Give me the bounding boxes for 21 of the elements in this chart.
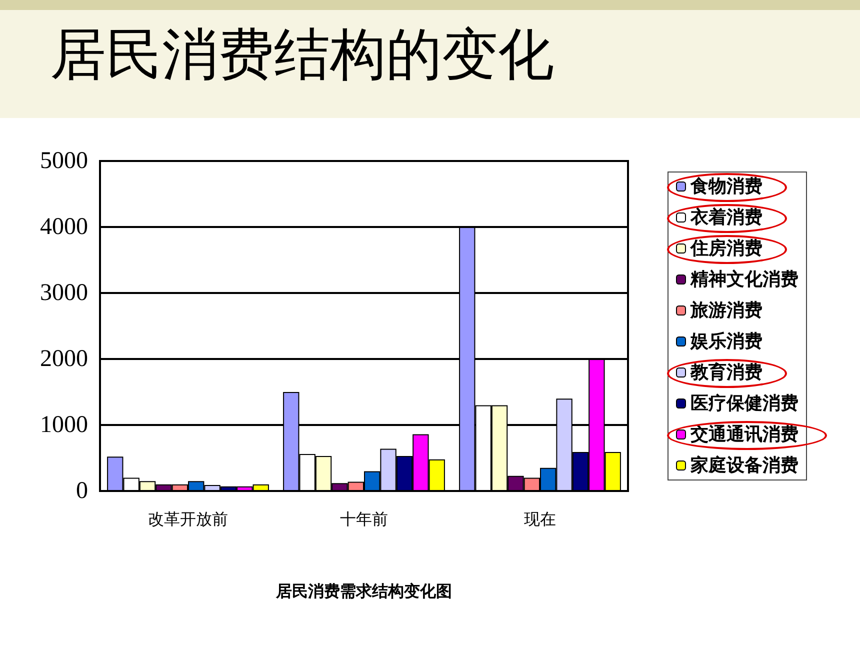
legend-label: 医疗保健消费	[690, 393, 798, 414]
chart-title: 居民消费结构的变化	[50, 22, 554, 88]
y-tick-label: 3000	[40, 280, 88, 306]
y-tick-label: 5000	[40, 148, 88, 174]
x-tick-label: 现在	[524, 510, 556, 528]
legend-label: 食物消费	[690, 176, 762, 197]
x-tick-label: 十年前	[340, 510, 388, 528]
y-tick-label: 0	[76, 478, 88, 504]
legend-label: 精神文化消费	[690, 269, 798, 290]
legend-label: 家庭设备消费	[690, 455, 798, 476]
legend-label: 娱乐消费	[690, 331, 762, 352]
legend-label: 旅游消费	[690, 300, 762, 321]
legend-label: 住房消费	[690, 238, 762, 259]
y-tick-label: 4000	[40, 214, 88, 240]
x-tick-label: 改革开放前	[148, 510, 228, 528]
y-tick-label: 2000	[40, 346, 88, 372]
x-axis-title: 居民消费需求结构变化图	[275, 582, 452, 600]
y-tick-label: 1000	[40, 412, 88, 438]
legend-label: 衣着消费	[690, 207, 762, 228]
legend-label: 教育消费	[690, 361, 762, 383]
legend-label: 交通通讯消费	[690, 424, 798, 445]
